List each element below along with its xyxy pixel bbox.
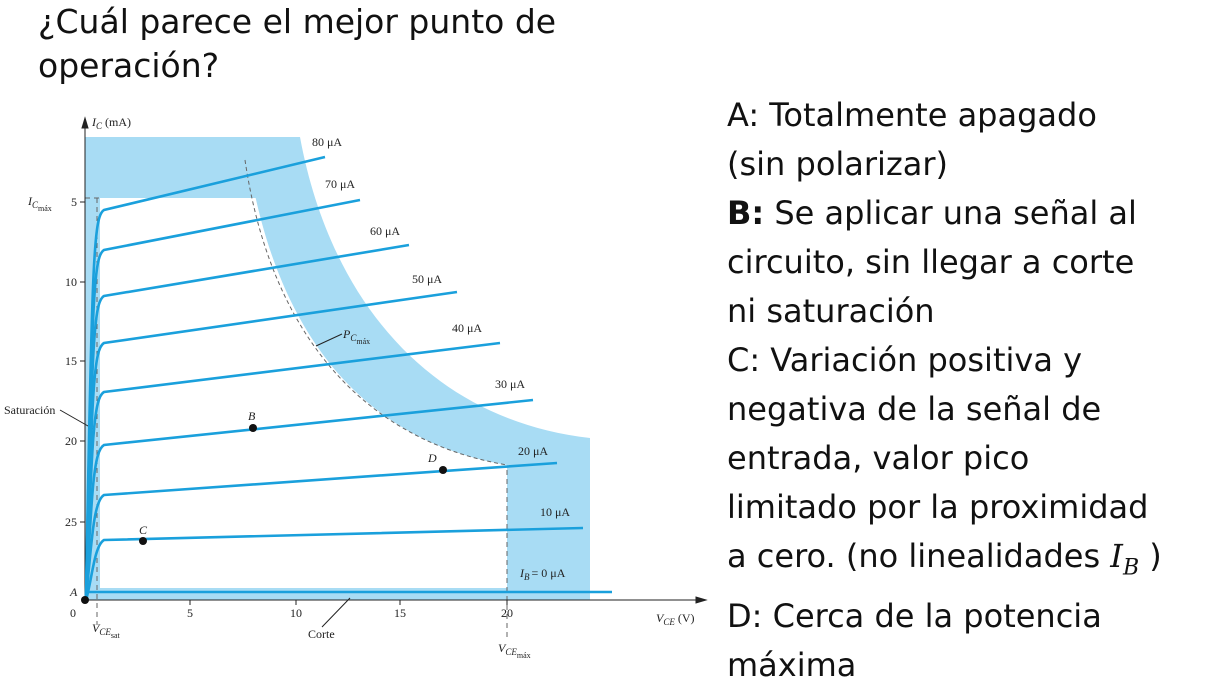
curve-label: 20 μA xyxy=(518,444,548,458)
curve-label: 30 μA xyxy=(495,377,525,391)
answer-letter: C: xyxy=(727,341,761,379)
curve-label: 40 μA xyxy=(452,321,482,335)
slide: ¿Cuál parece el mejor punto de operación… xyxy=(4,0,1162,685)
subscript: B xyxy=(524,572,530,582)
answer-line: C: Variación positiva y xyxy=(727,336,1162,385)
title-line: operación? xyxy=(38,46,220,85)
answer-text: Se aplicar una señal al xyxy=(774,194,1137,232)
point-label: B xyxy=(248,409,256,423)
unit: (V) xyxy=(678,611,695,625)
answer-letter: D: xyxy=(727,597,763,636)
point-label: D xyxy=(427,451,437,465)
vcesat-label: VCEsat xyxy=(92,621,121,640)
answer-line: circuito, sin llegar a corte xyxy=(727,238,1162,287)
pcmax-label: PCmáx xyxy=(342,327,370,346)
answer-text: entrada, valor pico xyxy=(727,439,1030,477)
subscript: máx xyxy=(38,204,52,213)
x-tick-label: 0 xyxy=(70,606,76,620)
curve-label: 80 μA xyxy=(312,135,342,149)
answers: A: Totalmente apagado (sin polarizar) B: S… xyxy=(727,91,1162,690)
answer-text: Cerca de la potencia xyxy=(772,597,1102,636)
y-tick-label: 15 xyxy=(65,354,77,368)
cutoff-label: Corte xyxy=(308,627,335,641)
symbol: V xyxy=(498,641,507,655)
answer-text: circuito, sin llegar a corte xyxy=(727,243,1135,281)
unit: (mA) xyxy=(105,115,131,129)
symbol: I xyxy=(27,194,33,208)
answer-line: máxima xyxy=(727,641,1162,690)
answer-line: (sin polarizar) xyxy=(727,140,1162,189)
y-tick-label: 10 xyxy=(65,275,77,289)
rest: = 0 μA xyxy=(532,566,566,580)
collector-curve xyxy=(84,461,558,601)
x-tick-label: 15 xyxy=(394,606,406,620)
subscript: CE xyxy=(505,647,517,657)
math-close: ) xyxy=(1149,537,1162,575)
answer-line: ni saturación xyxy=(727,287,1162,336)
answer-text: máxima xyxy=(727,646,857,685)
vcemax-label: VCEmáx xyxy=(498,641,531,660)
subscript: máx xyxy=(356,337,370,346)
answer-text: Totalmente apagado xyxy=(769,96,1097,134)
collector-curve xyxy=(84,526,584,601)
title: ¿Cuál parece el mejor punto de operación… xyxy=(38,0,556,88)
zero-curve-label: IB = 0 μA xyxy=(519,566,566,582)
math-sub: B xyxy=(1122,555,1140,581)
collector-curves xyxy=(84,155,612,601)
symbol: I xyxy=(91,115,97,129)
answer-letter: A: xyxy=(727,96,760,134)
answer-text: negativa de la señal de xyxy=(727,390,1102,428)
collector-curve xyxy=(84,290,458,601)
title-line: ¿Cuál parece el mejor punto de xyxy=(38,2,557,41)
x-tick-label: 5 xyxy=(187,606,193,620)
subscript: máx xyxy=(517,651,531,660)
point-label: C xyxy=(139,523,148,537)
symbol: V xyxy=(92,621,101,635)
saturation-label: Saturación xyxy=(4,403,55,417)
answer-line: a cero. (no linealidades IB ) xyxy=(727,532,1162,592)
symbol: P xyxy=(342,327,351,341)
icmax-label: ICmáx xyxy=(27,194,52,213)
subscript: C xyxy=(32,200,39,210)
answer-line: entrada, valor pico xyxy=(727,434,1162,483)
answer-line: negativa de la señal de xyxy=(727,385,1162,434)
answer-text: Variación positiva y xyxy=(770,341,1083,379)
curve-label: 50 μA xyxy=(412,272,442,286)
answer-text: a cero. (no linealidades xyxy=(727,537,1101,575)
answer-text: ni saturación xyxy=(727,292,935,330)
x-tick-label: 10 xyxy=(290,606,302,620)
y-axis-label: IC (mA) xyxy=(91,115,131,131)
x-axis-label: VCE (V) xyxy=(656,611,695,627)
point-label: A xyxy=(69,585,78,599)
curve-label: 10 μA xyxy=(540,505,570,519)
answer-line: A: Totalmente apagado xyxy=(727,91,1162,140)
x-tick-label: 20 xyxy=(501,606,513,620)
symbol: I xyxy=(519,566,525,580)
curve-label: 60 μA xyxy=(370,224,400,238)
subscript: C xyxy=(350,333,357,343)
answer-line: limitado por la proximidad xyxy=(727,483,1162,532)
answer-line: B: Se aplicar una señal al xyxy=(727,189,1162,238)
y-tick-label: 25 xyxy=(65,515,77,529)
subscript: sat xyxy=(111,631,121,640)
answer-letter: B: xyxy=(727,194,765,232)
collector-curve xyxy=(84,398,534,601)
symbol: V xyxy=(656,611,665,625)
pcmax-curve xyxy=(244,159,508,466)
subscript: CE xyxy=(663,617,675,627)
y-tick-label: 5 xyxy=(71,195,77,209)
curve-label: 70 μA xyxy=(325,177,355,191)
answer-line: D: Cerca de la potencia xyxy=(727,592,1162,641)
subscript: C xyxy=(96,121,103,131)
subscript: CE xyxy=(99,627,111,637)
math-var: I xyxy=(1110,537,1123,575)
answer-text: (sin polarizar) xyxy=(727,145,948,183)
answer-text: limitado por la proximidad xyxy=(727,488,1149,526)
operating-points xyxy=(81,424,447,604)
y-tick-label: 20 xyxy=(65,434,77,448)
